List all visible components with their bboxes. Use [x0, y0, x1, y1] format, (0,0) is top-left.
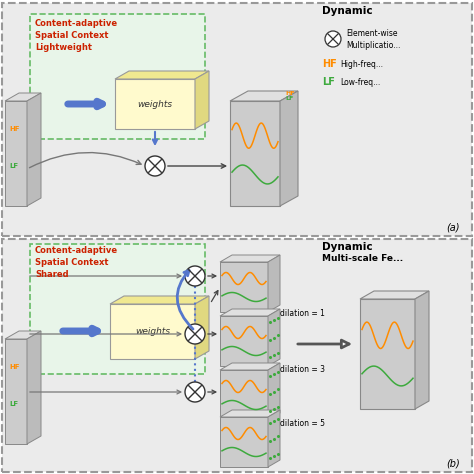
Text: Shared: Shared — [35, 270, 69, 279]
Polygon shape — [220, 363, 280, 370]
Circle shape — [185, 266, 205, 286]
Polygon shape — [195, 71, 209, 129]
Polygon shape — [220, 309, 280, 316]
Polygon shape — [230, 91, 298, 101]
Polygon shape — [220, 417, 268, 467]
Polygon shape — [268, 309, 280, 366]
Text: Dynamic: Dynamic — [322, 242, 373, 252]
Text: Multiplicatio...: Multiplicatio... — [346, 40, 401, 49]
Text: dilation = 1: dilation = 1 — [280, 310, 325, 319]
Polygon shape — [220, 370, 268, 420]
Text: HF: HF — [9, 365, 19, 370]
Text: Multi-scale Fe...: Multi-scale Fe... — [322, 254, 403, 263]
Text: (a): (a) — [447, 222, 460, 232]
Polygon shape — [220, 255, 280, 262]
Text: weights: weights — [135, 327, 170, 336]
Text: LF: LF — [9, 163, 18, 169]
Text: Low-freq...: Low-freq... — [340, 78, 380, 86]
Polygon shape — [230, 101, 280, 206]
Polygon shape — [110, 304, 195, 359]
Circle shape — [145, 156, 165, 176]
Text: HF: HF — [285, 91, 295, 96]
FancyBboxPatch shape — [2, 239, 472, 472]
Text: Dynamic: Dynamic — [322, 6, 373, 16]
Text: dilation = 3: dilation = 3 — [280, 365, 325, 374]
Text: Spatial Context: Spatial Context — [35, 31, 109, 40]
Polygon shape — [220, 262, 268, 312]
Text: HF: HF — [9, 127, 19, 132]
FancyBboxPatch shape — [30, 14, 205, 139]
Text: Element-wise: Element-wise — [346, 28, 398, 37]
Polygon shape — [360, 299, 415, 409]
Polygon shape — [110, 296, 209, 304]
Text: LF: LF — [9, 401, 18, 407]
Text: dilation = 5: dilation = 5 — [280, 419, 325, 428]
Text: High-freq...: High-freq... — [340, 60, 383, 69]
Polygon shape — [5, 93, 41, 101]
Text: (b): (b) — [446, 459, 460, 469]
Text: Lightweight: Lightweight — [35, 43, 92, 52]
Polygon shape — [115, 71, 209, 79]
Polygon shape — [220, 316, 268, 366]
Polygon shape — [5, 101, 27, 206]
Polygon shape — [220, 410, 280, 417]
Polygon shape — [268, 255, 280, 312]
Text: LF: LF — [286, 96, 294, 100]
Text: HF: HF — [322, 59, 337, 69]
Circle shape — [325, 31, 341, 47]
Polygon shape — [195, 296, 209, 359]
Polygon shape — [5, 331, 41, 339]
Polygon shape — [415, 291, 429, 409]
Circle shape — [185, 382, 205, 402]
Polygon shape — [268, 363, 280, 420]
Text: Content-adaptive: Content-adaptive — [35, 246, 118, 255]
Text: Spatial Context: Spatial Context — [35, 258, 109, 267]
Polygon shape — [280, 91, 298, 206]
Polygon shape — [27, 93, 41, 206]
FancyBboxPatch shape — [2, 3, 472, 236]
FancyBboxPatch shape — [30, 244, 205, 374]
Circle shape — [185, 324, 205, 344]
Text: LF: LF — [322, 77, 335, 87]
Text: weights: weights — [137, 100, 173, 109]
Polygon shape — [27, 331, 41, 444]
Polygon shape — [5, 339, 27, 444]
Text: Content-adaptive: Content-adaptive — [35, 19, 118, 28]
Polygon shape — [360, 291, 429, 299]
Polygon shape — [268, 410, 280, 467]
Polygon shape — [115, 79, 195, 129]
